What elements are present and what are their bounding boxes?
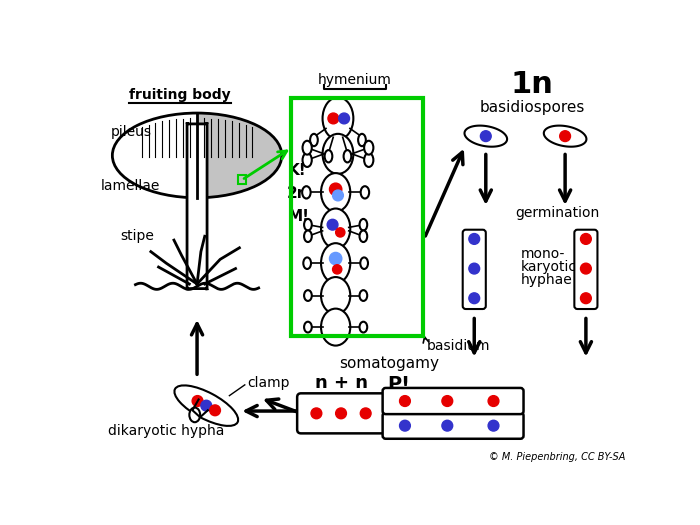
Ellipse shape	[304, 219, 312, 230]
Ellipse shape	[360, 290, 368, 301]
Ellipse shape	[321, 208, 350, 248]
Circle shape	[210, 405, 220, 416]
Text: pileus: pileus	[111, 125, 152, 139]
Ellipse shape	[360, 230, 368, 242]
Text: germination: germination	[515, 206, 599, 220]
Circle shape	[400, 421, 410, 431]
Text: © M. Piepenbring, CC BY-SA: © M. Piepenbring, CC BY-SA	[489, 452, 625, 462]
Circle shape	[469, 234, 480, 244]
Text: dikaryotic hypha: dikaryotic hypha	[108, 424, 225, 438]
Ellipse shape	[321, 173, 350, 212]
Circle shape	[488, 396, 499, 406]
Ellipse shape	[303, 257, 311, 269]
FancyBboxPatch shape	[574, 230, 598, 309]
Text: K!: K!	[287, 163, 306, 177]
Ellipse shape	[302, 141, 312, 155]
Text: basidium: basidium	[426, 339, 490, 353]
Ellipse shape	[344, 150, 351, 162]
Ellipse shape	[302, 186, 311, 198]
Ellipse shape	[358, 134, 366, 146]
Ellipse shape	[360, 186, 369, 198]
Text: mono-: mono-	[521, 247, 565, 261]
Text: clamp: clamp	[247, 375, 290, 390]
FancyBboxPatch shape	[383, 413, 524, 439]
Ellipse shape	[364, 153, 373, 167]
Circle shape	[339, 113, 349, 124]
Text: karyotic: karyotic	[521, 260, 577, 274]
Circle shape	[332, 265, 342, 274]
Bar	[238, 175, 246, 184]
Ellipse shape	[321, 243, 350, 283]
Bar	[291, 98, 424, 337]
Ellipse shape	[310, 134, 318, 146]
Ellipse shape	[189, 407, 200, 422]
Circle shape	[327, 219, 338, 230]
Ellipse shape	[325, 150, 332, 162]
Circle shape	[560, 131, 570, 142]
Circle shape	[311, 408, 322, 419]
Text: M!: M!	[287, 209, 309, 224]
Circle shape	[201, 400, 211, 411]
Circle shape	[336, 408, 346, 419]
Ellipse shape	[174, 385, 238, 426]
Ellipse shape	[304, 322, 312, 332]
Polygon shape	[544, 125, 587, 146]
Circle shape	[192, 396, 203, 406]
Ellipse shape	[323, 134, 354, 174]
Text: somatogamy: somatogamy	[340, 356, 440, 371]
Circle shape	[469, 293, 480, 303]
Circle shape	[330, 253, 342, 265]
Text: P!: P!	[387, 375, 410, 394]
Ellipse shape	[304, 290, 312, 301]
Circle shape	[332, 190, 344, 201]
Text: 1n: 1n	[510, 70, 554, 99]
Text: 2n: 2n	[287, 186, 309, 201]
Circle shape	[580, 293, 592, 303]
Polygon shape	[197, 113, 281, 198]
Text: lamellae: lamellae	[101, 179, 160, 193]
Text: fruiting body: fruiting body	[130, 88, 231, 101]
Circle shape	[480, 131, 491, 142]
Ellipse shape	[360, 322, 368, 332]
Circle shape	[469, 263, 480, 274]
Circle shape	[360, 408, 371, 419]
Text: basidiospores: basidiospores	[480, 100, 584, 115]
Text: n + n: n + n	[315, 374, 368, 392]
Text: hyphae: hyphae	[521, 273, 572, 287]
Circle shape	[330, 183, 342, 195]
Ellipse shape	[360, 257, 368, 269]
Circle shape	[442, 396, 453, 406]
Text: hymenium: hymenium	[318, 73, 392, 87]
FancyBboxPatch shape	[187, 122, 207, 290]
Circle shape	[442, 421, 453, 431]
Ellipse shape	[360, 219, 368, 230]
FancyBboxPatch shape	[383, 388, 524, 414]
Text: stipe: stipe	[120, 229, 154, 243]
Circle shape	[336, 228, 345, 237]
Ellipse shape	[323, 97, 354, 140]
Polygon shape	[465, 125, 507, 146]
Circle shape	[328, 113, 339, 124]
Circle shape	[580, 234, 592, 244]
Circle shape	[400, 396, 410, 406]
Ellipse shape	[364, 141, 373, 155]
Circle shape	[488, 421, 499, 431]
Ellipse shape	[304, 230, 312, 242]
FancyBboxPatch shape	[463, 230, 486, 309]
Ellipse shape	[321, 309, 350, 345]
FancyBboxPatch shape	[297, 393, 386, 433]
Circle shape	[580, 263, 592, 274]
Ellipse shape	[302, 153, 312, 167]
Ellipse shape	[321, 277, 350, 314]
